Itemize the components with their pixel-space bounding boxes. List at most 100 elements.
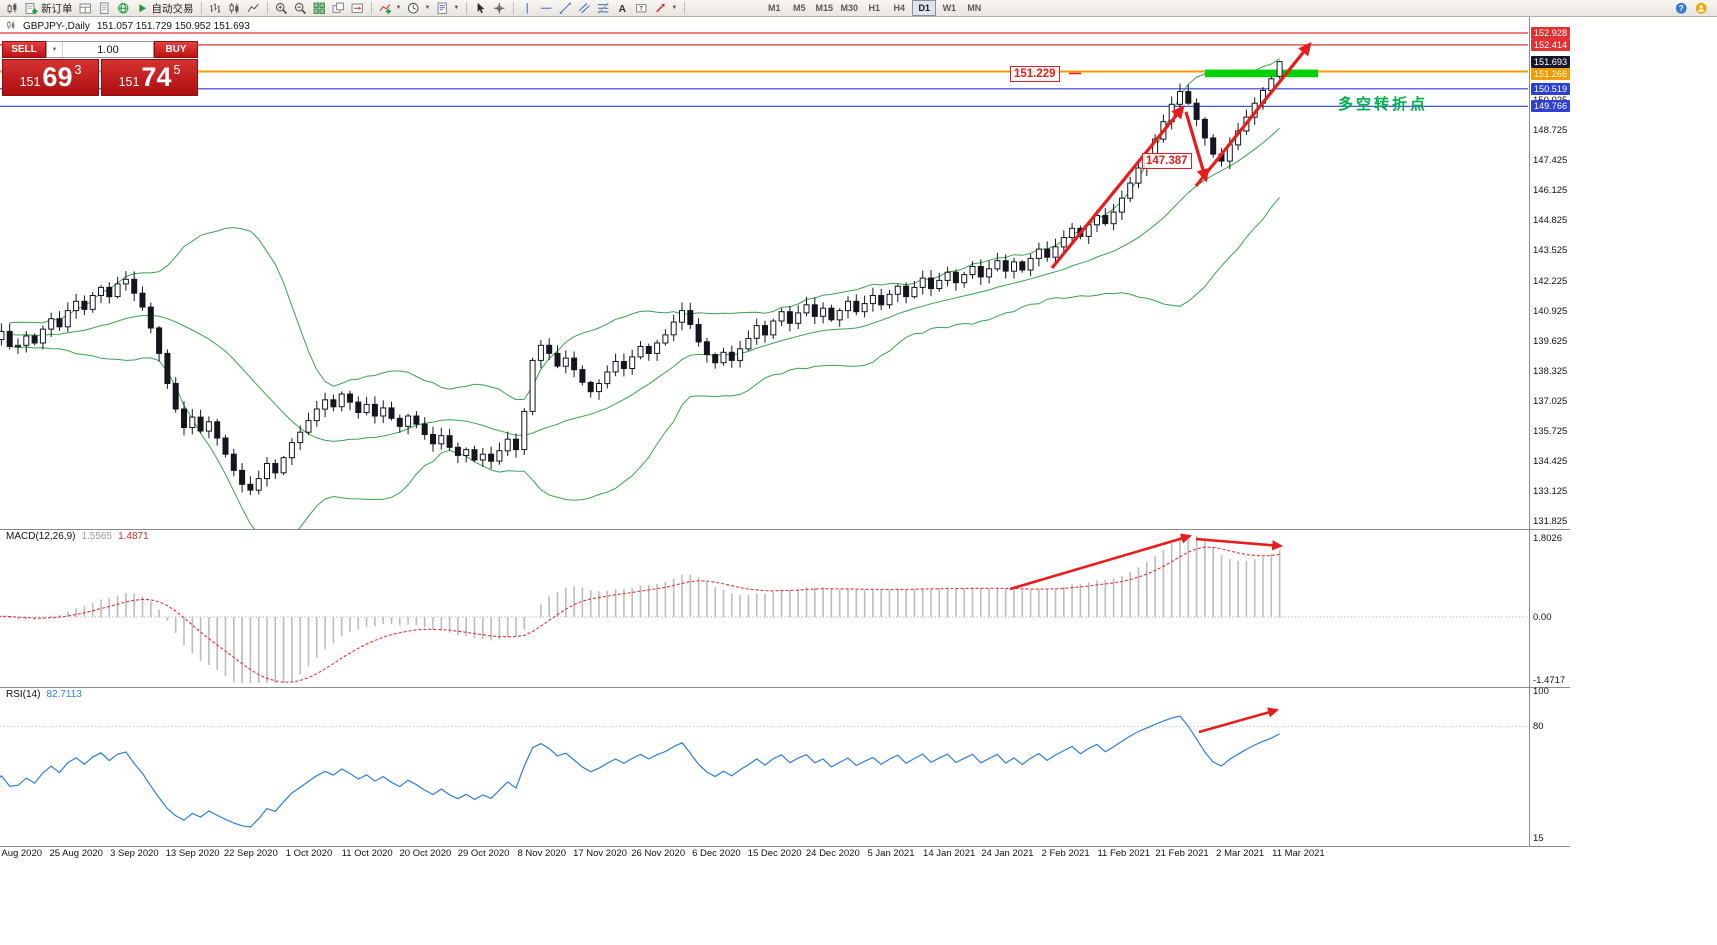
price-tick: 148.725 [1533, 124, 1568, 136]
price-tick: 138.325 [1533, 365, 1568, 377]
zoom-out-icon[interactable] [292, 1, 309, 16]
toolbar-separator [266, 2, 268, 14]
new-order-button[interactable]: 新订单 [23, 1, 75, 16]
date-label: 22 Sep 2020 [223, 848, 278, 859]
date-label: 6 Dec 2020 [692, 848, 741, 859]
symbol-icon [6, 20, 16, 33]
price-tick: 146.125 [1533, 185, 1568, 197]
fibonacci-retracement-icon[interactable] [595, 1, 612, 16]
one-click-trading-panel: SELL ▼ 1.00 BUY 151 69 3 151 74 5 [2, 41, 198, 96]
horizontal-line-icon[interactable] [538, 1, 555, 16]
date-label: 15 Dec 2020 [747, 848, 802, 859]
toolbar-separator [370, 2, 372, 14]
timeframe-h1[interactable]: H1 [868, 3, 881, 13]
sell-button[interactable]: SELL [2, 41, 46, 58]
equidistant-channel-icon[interactable] [576, 1, 593, 16]
data-window-icon[interactable] [96, 1, 113, 16]
charts-toggle-icon[interactable] [4, 1, 21, 16]
indicators-icon[interactable]: ▼ [377, 1, 404, 16]
price-level-tag: 149.766 [1531, 100, 1570, 113]
price-scale-separator [1529, 17, 1530, 846]
buy-button[interactable]: BUY [154, 41, 198, 58]
ask-price-display[interactable]: 151 74 5 [101, 59, 198, 96]
ohlc-bars-icon[interactable] [207, 1, 224, 16]
price-level-tag: 150.519 [1531, 82, 1570, 95]
turning-point-annotation[interactable]: 多空转折点 [1338, 96, 1429, 113]
volume-dropdown-icon[interactable]: ▼ [47, 42, 63, 57]
date-label: 21 Feb 2021 [1155, 848, 1209, 859]
cursor-icon[interactable] [472, 1, 489, 16]
chart-profiles-icon[interactable] [77, 1, 94, 16]
text-tool-icon[interactable]: A [614, 1, 631, 16]
macd-scale-label: 1.8026 [1533, 533, 1563, 545]
strategy-tester-icon[interactable] [115, 1, 132, 16]
date-label: 26 Nov 2020 [631, 848, 686, 859]
timeframe-m15[interactable]: M15 [815, 3, 834, 13]
toolbar: 新订单 自动交易 ▼ ▼ ▼ A T ▼ M1 M5 M15 M30 H1 H4 D1 W1 MN? [0, 0, 1717, 17]
date-label: 11 Feb 2021 [1097, 848, 1151, 859]
bid-price-display[interactable]: 151 69 3 [2, 59, 99, 96]
date-label: 29 Oct 2020 [457, 848, 510, 859]
crosshair-icon[interactable] [491, 1, 508, 16]
zoom-in-icon[interactable] [273, 1, 290, 16]
trendline-icon[interactable] [557, 1, 574, 16]
toolbar-separator [513, 2, 515, 14]
bid-subpips: 3 [74, 63, 82, 77]
bid-main: 151 [19, 75, 41, 89]
macd-panel-separator[interactable] [0, 529, 1570, 530]
candlesticks-icon[interactable] [226, 1, 243, 16]
autotrading-button[interactable]: 自动交易 [134, 1, 196, 16]
toolbar-separator [684, 2, 686, 14]
chart-shift-icon[interactable] [349, 1, 366, 16]
price-tick: 131.825 [1533, 516, 1568, 528]
bollinger-band [9, 127, 1280, 442]
timeframe-m1[interactable]: M1 [768, 3, 781, 13]
ask-pips: 74 [141, 62, 172, 92]
price-tick: 140.925 [1533, 305, 1568, 317]
tile-windows-icon[interactable] [311, 1, 328, 16]
macd-main-value: 1.5565 [81, 531, 113, 542]
text-label-icon[interactable]: T [633, 1, 650, 16]
symbol-period-label: GBPJPY-,Daily [23, 21, 90, 32]
bollinger-band [9, 58, 1280, 401]
rsi-arrow [1198, 707, 1280, 734]
timeframe-m5[interactable]: M5 [793, 3, 806, 13]
line-chart-icon[interactable] [245, 1, 262, 16]
date-label: 11 Oct 2020 [341, 848, 393, 859]
resistance-price-label[interactable]: 151.229 [1010, 66, 1060, 82]
vertical-line-icon[interactable] [519, 1, 536, 16]
date-label: 25 Aug 2020 [49, 848, 103, 859]
help-icon[interactable]: ? [1673, 1, 1690, 16]
timeframe-m30[interactable]: M30 [840, 3, 859, 13]
volume-value[interactable]: 1.00 [97, 43, 119, 56]
date-label: 24 Dec 2020 [805, 848, 860, 859]
auto-arrange-icon[interactable] [330, 1, 347, 16]
macd-panel [0, 533, 1528, 683]
periods-icon[interactable]: ▼ [405, 1, 432, 16]
date-label: 14 Jan 2021 [923, 848, 976, 859]
date-label: 3 Sep 2020 [110, 848, 159, 859]
mql5-community-icon[interactable] [1693, 1, 1710, 16]
price-level-tag: 151.693 [1531, 55, 1570, 68]
rsi-value: 82.7113 [46, 689, 82, 700]
price-tick: 142.225 [1533, 275, 1568, 287]
timeframe-d1[interactable]: D1 [912, 0, 937, 16]
macd-name: MACD(12,26,9) [6, 531, 76, 542]
timeframe-h4[interactable]: H4 [893, 3, 906, 13]
timeframe-w1[interactable]: W1 [942, 3, 957, 13]
pullback-price-label[interactable]: 147.387 [1142, 153, 1192, 169]
price-level-tag: 151.266 [1531, 67, 1570, 80]
price-level-tag: 152.414 [1531, 39, 1570, 51]
price-tick: 137.025 [1533, 396, 1568, 407]
templates-icon[interactable]: ▼ [434, 1, 461, 16]
price-tick: 133.125 [1533, 486, 1568, 498]
arrows-tool-icon[interactable]: ▼ [652, 1, 679, 16]
volume-field[interactable]: ▼ 1.00 [46, 41, 154, 58]
timeframe-mn[interactable]: MN [967, 3, 982, 13]
date-label: 11 Mar 2021 [1272, 848, 1325, 859]
price-tick: 135.725 [1533, 426, 1568, 438]
date-label: 1 Oct 2020 [285, 848, 333, 859]
macd-indicator-label: MACD(12,26,9) 1.5565 1.4871 [6, 531, 149, 542]
rsi-panel-separator[interactable] [0, 687, 1570, 688]
